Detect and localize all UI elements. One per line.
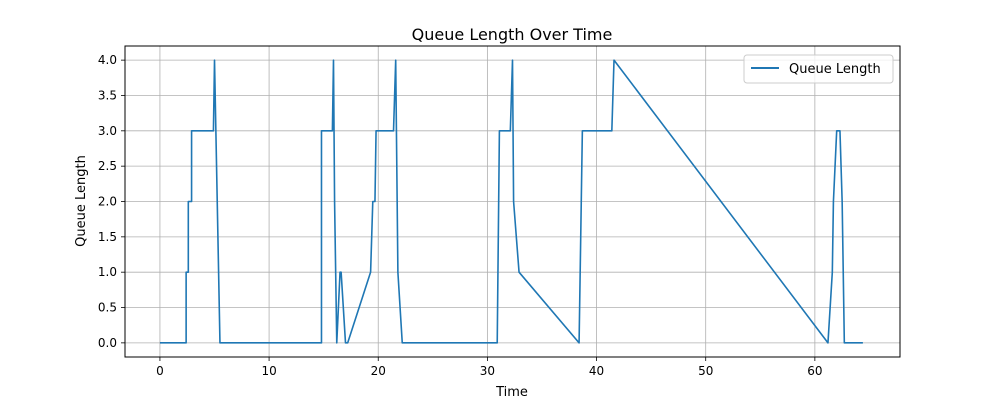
x-tick-label: 50 (698, 364, 713, 378)
y-tick-label: 3.0 (98, 124, 117, 138)
x-tick-label: 0 (156, 364, 164, 378)
series-line-queue-length (159, 59, 863, 344)
y-tick-label: 3.5 (98, 88, 117, 102)
y-tick-label: 1.5 (98, 230, 117, 244)
x-axis: 0 10 20 30 40 50 60 (156, 357, 822, 378)
x-tick-label: 30 (480, 364, 495, 378)
y-tick-label: 0.0 (98, 336, 117, 350)
x-tick-label: 60 (807, 364, 822, 378)
legend: Queue Length (743, 54, 894, 84)
y-axis-label: Queue Length (74, 155, 89, 247)
y-tick-label: 4.0 (98, 53, 117, 67)
chart-title: Queue Length Over Time (412, 25, 613, 44)
y-tick-label: 1.0 (98, 265, 117, 279)
series-group (159, 59, 863, 344)
y-tick-label: 0.5 (98, 301, 117, 315)
x-tick-label: 40 (589, 364, 604, 378)
legend-box (743, 54, 894, 84)
y-axis: 0.0 0.5 1.0 1.5 2.0 2.5 3.0 3.5 4.0 (98, 53, 125, 350)
y-tick-label: 2.5 (98, 159, 117, 173)
x-axis-label: Time (495, 385, 528, 400)
x-tick-label: 20 (371, 364, 386, 378)
legend-label: Queue Length (789, 62, 881, 77)
y-tick-label: 2.0 (98, 195, 117, 209)
x-tick-label: 10 (261, 364, 276, 378)
